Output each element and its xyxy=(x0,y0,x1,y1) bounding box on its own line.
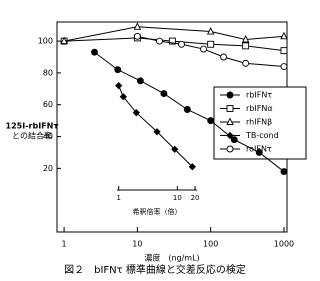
data-point xyxy=(220,53,228,61)
legend-label: rhIFNβ xyxy=(246,118,272,127)
data-point xyxy=(114,66,122,74)
y-label: との結合率 xyxy=(12,131,52,141)
data-point xyxy=(115,81,123,90)
y-tick-label: 60 xyxy=(43,100,53,109)
data-point xyxy=(200,45,208,53)
data-point xyxy=(280,168,288,175)
data-point xyxy=(242,59,250,67)
data-point xyxy=(119,93,127,101)
data-point xyxy=(242,42,250,50)
x-tick-label: 1000 xyxy=(274,240,294,249)
y-tick-label: 100 xyxy=(38,37,53,46)
data-point xyxy=(255,149,263,156)
data-point xyxy=(188,163,196,171)
data-point xyxy=(183,106,191,113)
data-point xyxy=(171,145,179,153)
legend-marker xyxy=(226,131,234,140)
chart-title: 図２ bIFNτ 標準曲線と交差反応の検定 xyxy=(64,263,246,276)
inset-x-tick-label: 1 xyxy=(116,194,120,202)
data-point xyxy=(168,37,176,45)
data-point xyxy=(207,117,215,125)
data-point xyxy=(132,109,140,117)
data-point xyxy=(160,90,168,98)
legend-label: TB-cond xyxy=(245,131,279,140)
series-line xyxy=(118,85,193,168)
inset-x-label: 希釈倍率（倍） xyxy=(133,207,182,216)
data-point xyxy=(280,31,288,40)
legend-label: rbIFNα xyxy=(246,104,273,113)
legend-label: rbIFNτ xyxy=(246,91,272,100)
inset-x-tick-label: 20 xyxy=(191,194,200,202)
data-point xyxy=(91,48,98,56)
data-point xyxy=(178,40,185,48)
x-label: 濃度 (ng/mL) xyxy=(144,253,199,263)
legend-marker xyxy=(226,145,234,153)
data-point xyxy=(133,22,142,30)
data-point xyxy=(230,136,238,144)
data-point xyxy=(280,63,288,70)
x-tick-label: 1 xyxy=(62,240,67,249)
data-point xyxy=(207,40,215,48)
data-point xyxy=(280,47,288,55)
data-point xyxy=(153,128,161,136)
legend-marker xyxy=(226,117,234,125)
inset-x-tick-label: 10 xyxy=(173,194,182,202)
data-point xyxy=(241,34,250,43)
x-tick-label: 100 xyxy=(203,240,218,249)
legend-marker xyxy=(226,105,234,112)
data-point xyxy=(133,32,141,40)
x-tick-label: 10 xyxy=(132,240,142,249)
legend-marker xyxy=(226,91,234,99)
y-tick-label: 40 xyxy=(43,132,53,141)
legend-label: roIFNτ xyxy=(246,145,272,154)
data-point xyxy=(156,37,163,45)
data-point xyxy=(60,36,68,45)
data-point xyxy=(136,77,144,85)
chart: 125I-rbIFNτ との結合率 濃度 (ng/mL) 図２ bIFNτ 標準… xyxy=(6,21,307,276)
y-tick-label: 20 xyxy=(43,164,53,173)
y-tick-label: 80 xyxy=(43,68,53,77)
data-point xyxy=(206,27,215,35)
y-label: 125I-rbIFNτ xyxy=(6,122,59,131)
series-line xyxy=(64,37,285,52)
